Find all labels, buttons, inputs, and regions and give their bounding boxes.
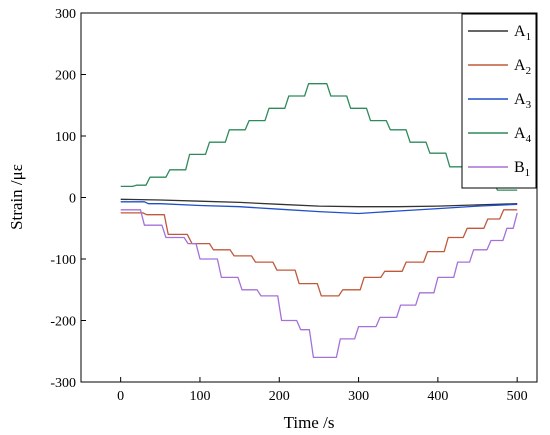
y-tick-label: -200 [50,315,76,330]
x-tick-label: 100 [189,389,210,404]
series-line-b1 [120,209,518,359]
y-tick-label: -300 [50,376,76,391]
legend-box [461,13,537,189]
series-layer [120,83,518,359]
y-tick-label: 0 [69,192,76,207]
series-line-a4 [120,83,518,191]
x-axis-title: Time /s [284,413,335,432]
y-tick-label: 200 [55,69,76,84]
x-tick-label: 400 [427,389,448,404]
y-tick-label: 100 [55,130,76,145]
y-tick-label: 300 [55,7,76,22]
x-tick-label: 200 [269,389,290,404]
series-line-a3 [120,201,518,215]
y-tick-label: -100 [50,253,76,268]
y-axis-title: Strain /με [7,164,26,230]
x-tick-label: 500 [507,389,528,404]
series-line-a1 [120,198,518,208]
series-line-a2 [120,209,518,297]
x-tick-label: 0 [117,389,124,404]
tick-layer: 0 100 200 300 400 500 -300 -200 -100 0 100 200 300 [50,7,527,404]
x-tick-label: 300 [348,389,369,404]
